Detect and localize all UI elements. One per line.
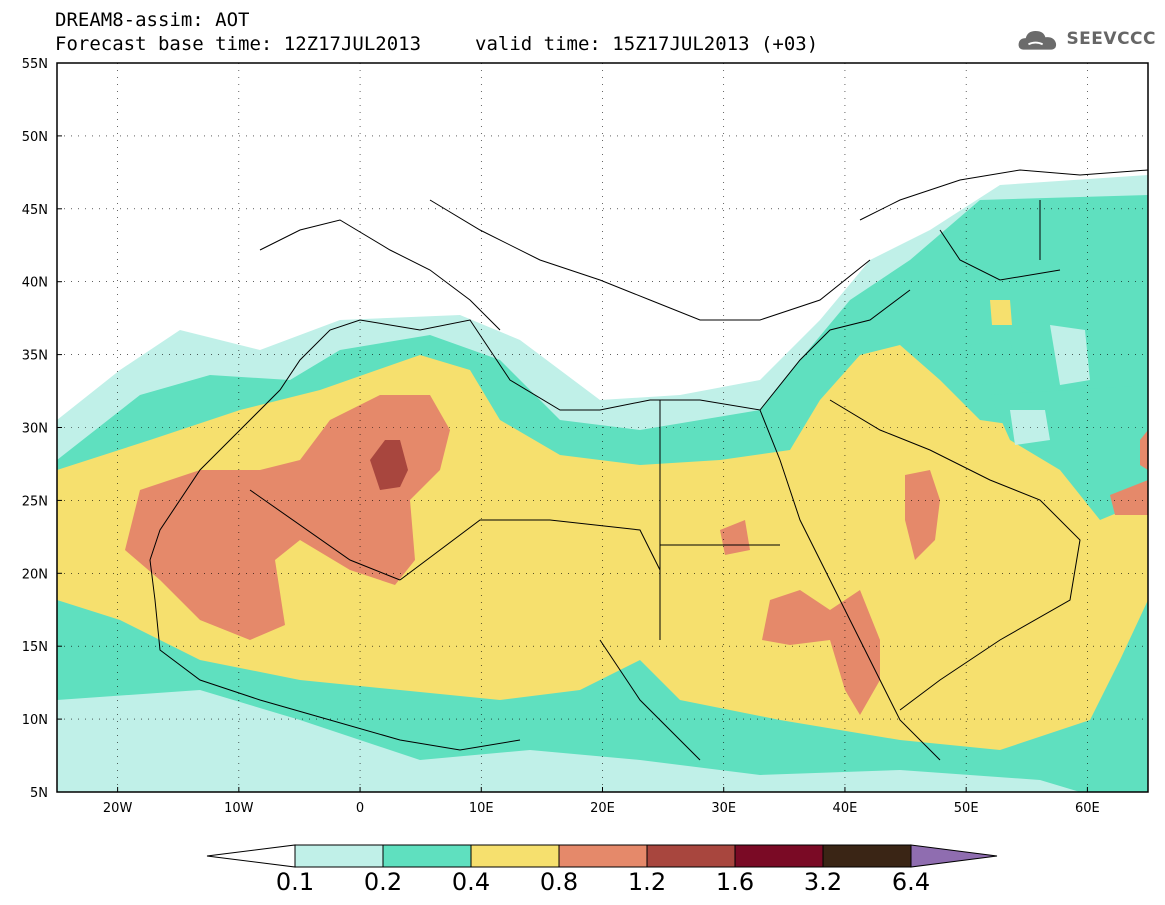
colorbar-swatch-0.1-0.2	[294, 844, 384, 868]
forecast-base-time: Forecast base time: 12Z17JUL2013	[55, 33, 422, 55]
colorbar-swatch-0.2-0.4	[382, 844, 472, 868]
y-tick-label: 10N	[22, 713, 48, 728]
axis-ticks: 20W 10W 0 10E 20E 30E 40E 50E 60E 55N 50N 45N 40N 35N…	[22, 57, 1100, 816]
logo-text: SEEVCCC	[1066, 29, 1156, 49]
colorbar-level-label: 0.4	[451, 868, 491, 896]
colorbar-swatch-3.2-6.4	[822, 844, 912, 868]
colorbar-swatch-0.8-1.2	[558, 844, 648, 868]
colorbar-below-arrow	[206, 844, 296, 868]
colorbar-swatch-1.6-3.2	[734, 844, 824, 868]
coastlines	[149, 169, 1148, 761]
y-tick-label: 45N	[22, 203, 48, 218]
grid-lines	[57, 62, 1148, 793]
forecast-info: Forecast base time: 12Z17JUL2013 valid ti…	[55, 33, 818, 55]
colorbar-level-label: 1.6	[715, 868, 755, 896]
cloud-icon	[1018, 31, 1057, 50]
y-tick-label: 5N	[30, 786, 48, 801]
colorbar-level-label: 0.2	[363, 868, 403, 896]
colorbar-level-label: 0.1	[275, 868, 315, 896]
colorbar	[206, 844, 998, 868]
y-tick-label: 55N	[22, 57, 48, 72]
x-tick-label: 40E	[833, 801, 858, 816]
seevccc-logo: SEEVCCC	[1016, 22, 1156, 56]
colorbar-level-label: 0.8	[539, 868, 579, 896]
x-tick-label: 20W	[103, 801, 133, 816]
x-tick-label: 30E	[711, 801, 736, 816]
colorbar-swatch-1.2-1.6	[646, 844, 736, 868]
x-tick-label: 10E	[469, 801, 494, 816]
y-tick-label: 40N	[22, 276, 48, 291]
x-tick-label: 20E	[590, 801, 615, 816]
colorbar-level-label: 6.4	[891, 868, 931, 896]
y-tick-label: 15N	[22, 640, 48, 655]
colorbar-level-label: 1.2	[627, 868, 667, 896]
x-tick-label: 50E	[954, 801, 979, 816]
colorbar-level-label: 3.2	[803, 868, 843, 896]
y-tick-label: 25N	[22, 494, 48, 509]
x-tick-label: 60E	[1075, 801, 1100, 816]
aot-band-1.2	[370, 440, 408, 490]
valid-time: valid time: 15Z17JUL2013 (+03)	[475, 33, 819, 55]
x-tick-label: 10W	[224, 801, 254, 816]
y-tick-label: 35N	[22, 349, 48, 364]
aot-contours	[57, 175, 1148, 792]
chart-title: DREAM8-assim: AOT	[55, 9, 250, 31]
colorbar-swatch-0.4-0.8	[470, 844, 560, 868]
colorbar-above-arrow	[910, 844, 998, 868]
y-tick-label: 30N	[22, 422, 48, 437]
y-tick-label: 20N	[22, 567, 48, 582]
aot-band-0.8	[125, 395, 450, 640]
y-tick-label: 50N	[22, 130, 48, 145]
x-tick-label: 0	[356, 801, 364, 816]
